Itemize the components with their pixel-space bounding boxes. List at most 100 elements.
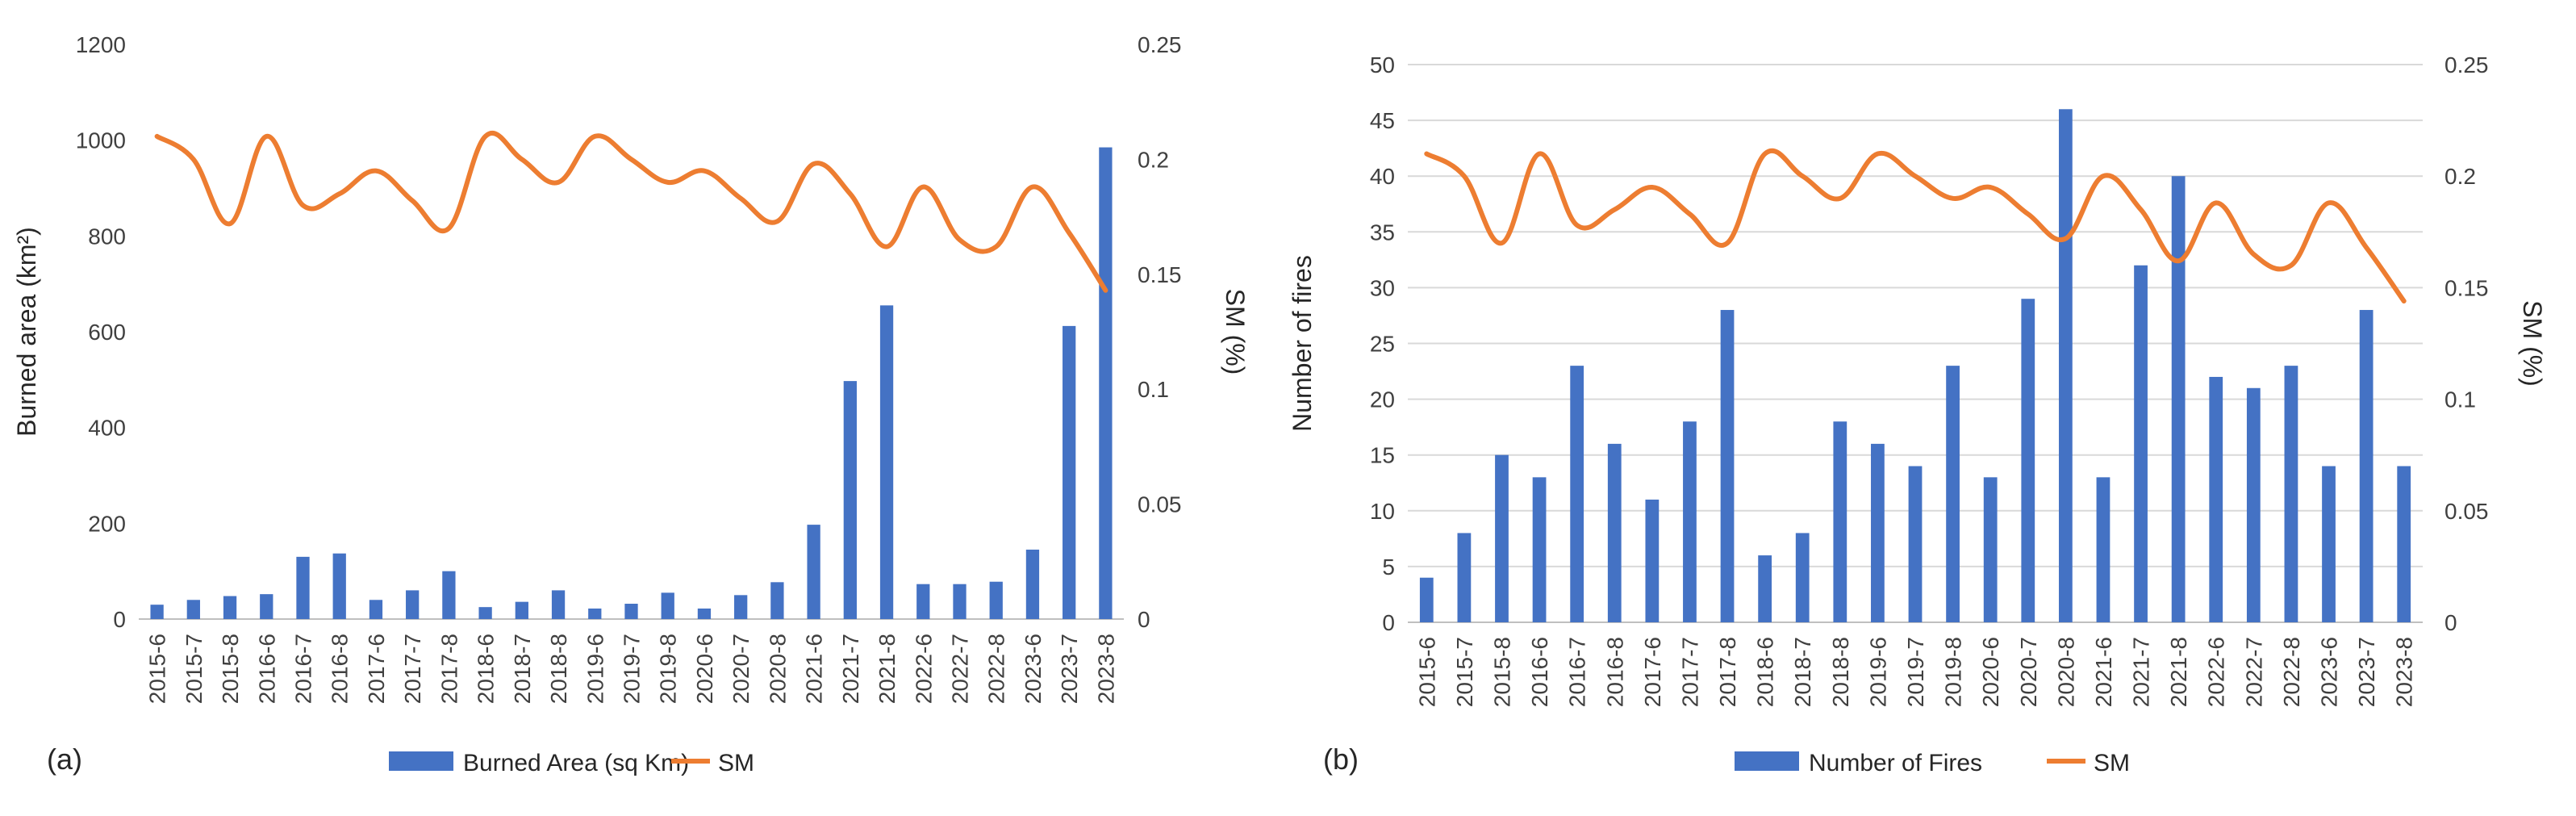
x-tick-label: 2022-6	[2204, 637, 2229, 707]
y2-tick-label: 0.15	[2444, 275, 2489, 300]
y-tick-label: 15	[1370, 443, 1395, 468]
bar	[332, 553, 346, 619]
y-tick-label: 0	[113, 607, 126, 632]
x-tick-label: 2023-7	[1057, 634, 1082, 704]
x-tick-label: 2015-7	[182, 634, 207, 704]
bar	[1720, 310, 1735, 622]
chart-panel-b: 0 5 10 15 20 25 30 35 40 45 50 0 0.05 0.1 0.15 0.2 0.25 2…	[1288, 52, 2547, 776]
bar	[515, 601, 528, 619]
y-tick-label: 200	[88, 511, 126, 536]
bar	[1683, 421, 1697, 622]
bar	[2134, 265, 2148, 622]
bar	[2246, 387, 2261, 622]
bar	[807, 525, 820, 619]
bar	[1495, 454, 1509, 622]
y2-tick-label: 0.05	[2444, 499, 2489, 524]
bar	[843, 381, 857, 619]
bar	[1025, 549, 1040, 619]
bar	[296, 556, 310, 619]
y-tick-label: 400	[88, 416, 126, 441]
y-tick-label: 600	[88, 320, 126, 345]
x-tick-label: 2017-6	[364, 634, 389, 704]
bar	[1532, 477, 1547, 622]
x-tick-label: 2017-6	[1640, 637, 1665, 707]
legend-label-line: SM	[718, 750, 754, 776]
bar	[1871, 443, 1885, 622]
x-tick-label: 2021-8	[875, 634, 900, 704]
x-tick-label: 2021-6	[2091, 637, 2116, 707]
legend-label-bars: Burned Area (sq Km)	[463, 750, 689, 776]
x-tick-label: 2023-6	[2317, 637, 2342, 707]
y2-tick-label: 0.1	[1138, 377, 1169, 402]
y-tick-label: 20	[1370, 387, 1395, 412]
x-tick-label: 2015-7	[1452, 637, 1477, 707]
x-tick-label: 2018-7	[510, 634, 535, 704]
y-tick-label: 5	[1382, 554, 1395, 580]
x-tick-label: 2020-7	[2016, 637, 2041, 707]
bar	[588, 608, 602, 619]
x-tick-label: 2023-8	[1093, 634, 1118, 704]
bar	[150, 605, 164, 619]
bar	[624, 604, 638, 619]
x-tick-label: 2019-8	[1941, 637, 1966, 707]
bar	[1570, 366, 1584, 622]
bar	[2322, 466, 2336, 622]
legend-swatch-bar	[1735, 751, 1799, 771]
bar	[2209, 376, 2223, 622]
bar	[223, 596, 237, 619]
y-tick-label: 50	[1370, 52, 1395, 77]
x-tick-label: 2016-6	[254, 634, 279, 704]
x-tick-label: 2015-8	[218, 634, 243, 704]
x-tick-label: 2016-7	[1565, 637, 1590, 707]
bar	[478, 607, 492, 619]
x-tick-label: 2016-8	[328, 634, 353, 704]
sm-line	[1424, 148, 2407, 303]
panel-label: (b)	[1323, 743, 1359, 776]
y-tick-label: 1000	[76, 128, 126, 153]
bar	[1833, 421, 1847, 622]
x-tick-label: 2018-8	[1828, 637, 1853, 707]
x-tick-label: 2022-7	[2241, 637, 2266, 707]
y2-tick-label: 0	[1138, 607, 1150, 632]
y2-tick-label: 0.15	[1138, 262, 1182, 287]
x-tick-label: 2022-6	[911, 634, 936, 704]
x-tick-label: 2016-8	[1602, 637, 1627, 707]
y-tick-label: 10	[1370, 499, 1395, 524]
x-tick-label: 2020-6	[692, 634, 717, 704]
bar	[953, 584, 967, 619]
y2-tick-label: 0.1	[2444, 387, 2476, 412]
bar	[916, 584, 930, 619]
y-tick-label: 1200	[76, 32, 126, 57]
x-tick-label: 2015-6	[1414, 637, 1439, 707]
y2-tick-label: 0.25	[2444, 52, 2489, 77]
x-tick-label: 2018-6	[474, 634, 499, 704]
bar	[2171, 176, 2186, 622]
y2-tick-label: 0.2	[2444, 164, 2476, 189]
x-tick-label: 2020-8	[2053, 637, 2078, 707]
bar	[1758, 555, 1772, 622]
bar	[1607, 443, 1622, 622]
bar	[2284, 366, 2298, 622]
bar	[442, 571, 456, 619]
x-tick-label: 2021-7	[2129, 637, 2154, 707]
panel-label: (a)	[47, 743, 82, 776]
bar	[1645, 499, 1660, 622]
y2-tick-label: 0.05	[1138, 492, 1182, 517]
y-axis-title: Number of fires	[1288, 255, 1317, 432]
x-tick-label: 2020-6	[1978, 637, 2003, 707]
y-tick-label: 45	[1370, 108, 1395, 133]
bar	[661, 592, 674, 619]
bar	[1908, 466, 1923, 622]
bar	[186, 600, 200, 619]
x-tick-label: 2022-8	[984, 634, 1009, 704]
x-tick-label: 2019-7	[1903, 637, 1928, 707]
x-tick-label: 2021-7	[838, 634, 863, 704]
x-tick-label: 2016-7	[291, 634, 316, 704]
bar	[697, 608, 712, 619]
x-tick-label: 2021-6	[802, 634, 827, 704]
bar	[551, 590, 566, 619]
y2-axis-title: SM (%)	[1221, 289, 1250, 375]
bar	[1795, 533, 1810, 622]
legend-swatch-bar	[389, 751, 453, 771]
